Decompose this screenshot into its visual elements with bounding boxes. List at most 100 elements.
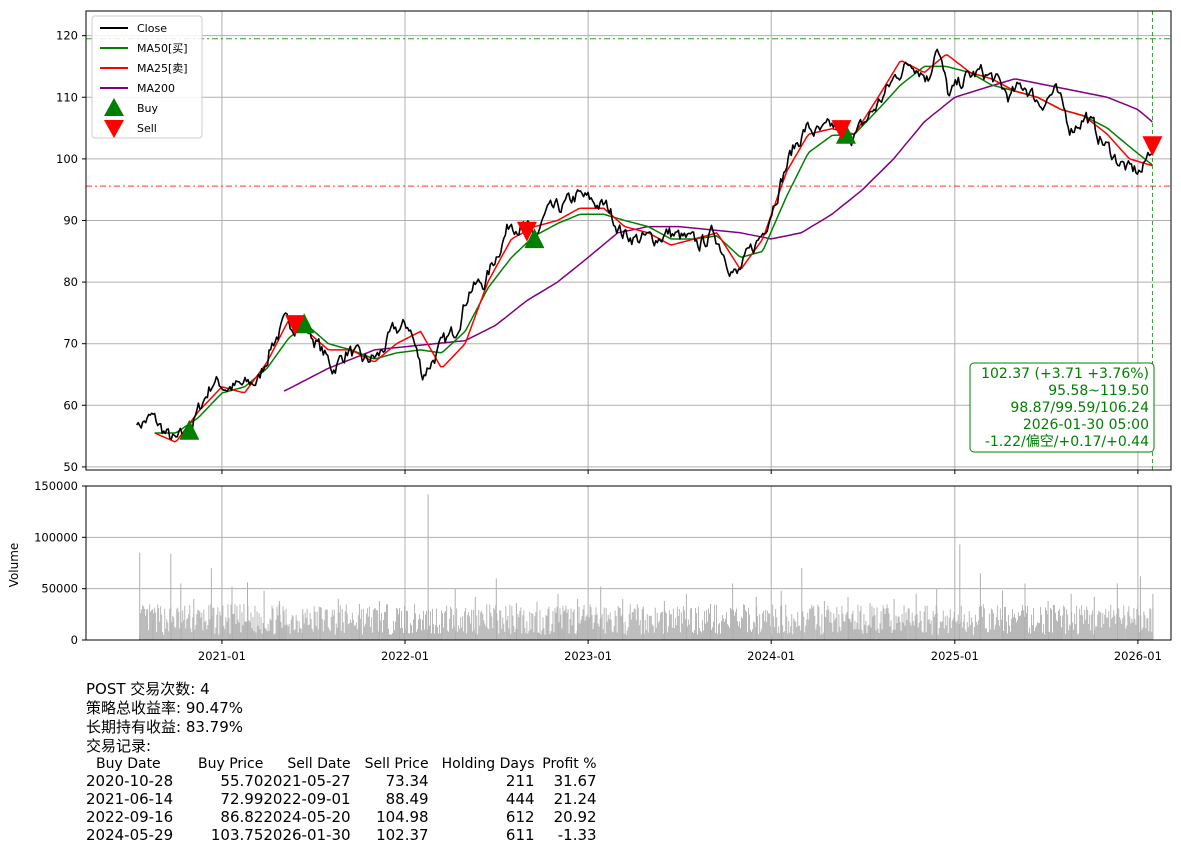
volume-bar [209,619,211,640]
volume-bar [1097,614,1099,640]
volume-bar [177,607,179,640]
volume-bar [390,634,391,640]
volume-bar [595,607,597,640]
volume-bar [766,622,768,640]
volume-bar [871,605,873,640]
volume-bar [145,616,147,640]
volume-bar [653,632,655,640]
volume-bar [215,627,217,640]
volume-bar [999,608,1001,640]
volume-bar [706,609,707,640]
volume-bar [927,619,929,640]
volume-bar [654,607,656,640]
volume-bar [917,627,919,640]
volume-bar [330,617,332,640]
volume-bar [454,626,456,640]
volume-bar [482,613,484,640]
volume-bar [441,610,442,640]
x-tick-label: 2023-01 [564,649,612,663]
volume-bar [440,633,441,640]
volume-bar [674,618,676,640]
volume-bar [655,627,657,640]
volume-bar [312,631,314,640]
volume-bar [271,605,273,640]
volume-bar [562,605,564,640]
volume-bar [968,611,970,640]
volume-bar [750,630,751,640]
volume-bar [1103,623,1105,640]
volume-bar [1122,618,1124,640]
volume-bar [721,620,722,640]
volume-bar [540,634,542,640]
volume-bar [443,627,445,640]
volume-bar [438,633,439,640]
volume-bar [945,625,947,640]
volume-bar [379,620,381,640]
volume-bar [277,615,279,640]
volume-bar [1137,605,1139,640]
volume-bar [1125,628,1127,640]
volume-bar [912,621,914,640]
volume-bar [367,616,369,640]
volume-bar [484,623,486,640]
volume-bar [446,605,448,640]
volume-bar [747,632,748,640]
volume-bar [231,586,233,640]
volume-bar [946,615,948,640]
volume-bar [930,620,932,640]
volume-bar [1047,601,1049,640]
volume-bar [920,620,922,640]
volume-bar [373,608,375,640]
volume-bar [176,609,178,640]
table-cell: 103.75 [210,826,264,844]
volume-bar [253,631,255,640]
volume-bar [328,629,330,640]
volume-bar [290,619,292,640]
volume-bar [368,606,370,640]
volume-bar [1049,632,1050,640]
volume-bar [499,610,501,640]
records-title: 交易记录: [86,737,152,755]
volume-bar [882,605,884,640]
volume-bar [311,628,313,640]
volume-bar [1110,604,1112,640]
volume-bar [618,607,620,640]
volume-bar [199,611,201,640]
volume-bar [588,617,590,640]
volume-bar [626,630,628,640]
volume-bar [291,615,293,640]
volume-bar [563,611,565,640]
volume-bar [1042,632,1043,640]
volume-bar [659,613,661,640]
volume-bar [901,614,903,640]
volume-bar [377,631,379,640]
volume-bar [713,621,714,640]
volume-bar [536,602,538,640]
volume-bar [586,614,588,640]
volume-bar [146,609,148,640]
volume-bar [240,632,242,640]
volume-bar [170,553,172,640]
volume-bar [791,614,793,640]
volume-bar [926,605,928,640]
volume-bar [997,620,999,640]
volume-bar [585,616,587,640]
volume-bar [246,621,248,640]
volume-bar [200,617,202,640]
volume-bar [142,605,144,640]
volume-bar [162,631,164,640]
volume-bar [608,619,610,640]
volume-bar [774,627,776,640]
volume-bar [483,620,485,640]
volume-bar [1011,618,1012,640]
volume-bar [494,609,496,640]
volume-bar [1076,605,1078,640]
volume-bar [670,614,672,640]
volume-bar [647,632,649,640]
volume-bar [1007,633,1008,640]
volume-bar [497,620,499,640]
volume-bar [787,633,789,640]
volume-bar [154,607,156,640]
volume-bar [406,610,407,640]
volume-bar [295,614,297,640]
